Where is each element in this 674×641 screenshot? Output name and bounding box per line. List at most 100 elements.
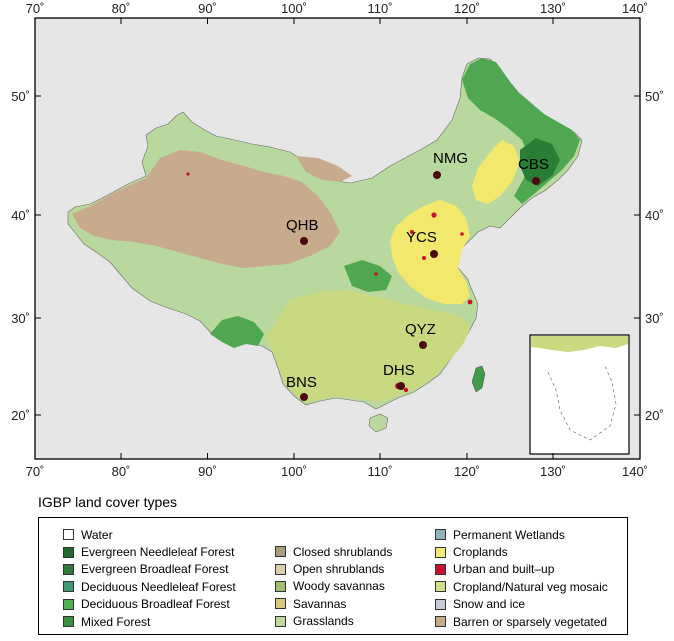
legend-label: Savannas <box>293 596 347 611</box>
legend-item: Evergreen Broadleaf Forest <box>63 561 236 578</box>
site-label-cbs: CBS <box>518 156 549 173</box>
x-tick-label: 90˚ <box>198 464 217 479</box>
southern-forest-region <box>266 290 470 402</box>
legend-swatch <box>63 563 74 575</box>
legend-swatch <box>435 563 446 575</box>
legend-swatch <box>435 581 446 593</box>
site-marker-cbs <box>532 177 540 185</box>
legend-item: Urban and built–up <box>435 561 608 578</box>
y-tick-label: 50˚ <box>11 89 30 104</box>
x-tick-label: 70˚ <box>26 1 45 16</box>
x-tick-label: 80˚ <box>112 464 131 479</box>
legend-swatch <box>435 529 446 541</box>
inset-coastline <box>531 336 628 352</box>
legend-item: Barren or sparsely vegetated <box>435 613 608 630</box>
x-tick-label: 80˚ <box>112 1 131 16</box>
site-marker-ycs <box>430 250 438 258</box>
legend-item: Permanent Wetlands <box>435 526 608 543</box>
inset-map-frame <box>529 334 630 455</box>
taiwan-island <box>471 365 486 393</box>
legend-item: Closed shrublands <box>275 543 392 560</box>
y-tick-labels-left: 20˚ 30˚ 40˚ 50˚ <box>11 89 30 423</box>
x-tick-label: 70˚ <box>26 464 45 479</box>
legend-item: Woody savannas <box>275 578 392 595</box>
site-label-bns: BNS <box>286 374 317 391</box>
x-tick-label: 120˚ <box>454 464 480 479</box>
forest-central <box>344 260 392 292</box>
x-tick-label: 130˚ <box>540 464 566 479</box>
legend-column-2: Closed shrublands Open shrublands Woody … <box>275 543 392 630</box>
y-tick-label: 40˚ <box>11 208 30 223</box>
legend-swatch <box>275 563 286 575</box>
y-axis-ticks <box>35 95 640 416</box>
legend-label: Permanent Wetlands <box>453 527 565 542</box>
x-tick-labels-bottom: 70˚ 80˚ 90˚ 100˚ 110˚ 120˚ 130˚ 140˚ <box>26 464 648 479</box>
legend-swatch <box>275 580 286 592</box>
legend-label: Evergreen Broadleaf Forest <box>81 562 229 577</box>
legend-label: Croplands <box>453 545 508 560</box>
x-tick-label: 110˚ <box>367 464 392 479</box>
legend-swatch <box>63 529 74 541</box>
legend-swatch <box>63 598 74 610</box>
site-marker-qyz <box>419 341 427 349</box>
legend-label: Deciduous Needleleaf Forest <box>81 579 236 594</box>
y-tick-label: 30˚ <box>11 311 30 326</box>
forest-southwest <box>210 316 264 348</box>
y-tick-label: 30˚ <box>645 311 664 326</box>
legend-label: Mixed Forest <box>81 614 151 629</box>
x-tick-label: 100˚ <box>281 1 307 16</box>
legend-label: Evergreen Needleleaf Forest <box>81 545 235 560</box>
y-tick-labels-right: 20˚ 30˚ 40˚ 50˚ <box>645 89 664 423</box>
site-marker-dhs <box>397 382 405 390</box>
legend-swatch <box>63 546 74 558</box>
legend-swatch <box>435 546 446 558</box>
legend-item: Deciduous Broadleaf Forest <box>63 596 236 613</box>
barren-region <box>72 150 340 268</box>
x-tick-label: 130˚ <box>540 1 566 16</box>
site-label-qhb: QHB <box>286 217 319 234</box>
legend-item: Deciduous Needleleaf Forest <box>63 578 236 595</box>
legend-label: Water <box>81 527 113 542</box>
legend-swatch <box>275 546 286 558</box>
site-marker-bns <box>300 393 308 401</box>
legend-swatch <box>275 598 286 610</box>
legend-item: Mixed Forest <box>63 613 236 630</box>
legend-item: Snow and ice <box>435 596 608 613</box>
croplands-northeast <box>472 140 520 204</box>
y-tick-label: 40˚ <box>645 208 664 223</box>
legend-item: Savannas <box>275 595 392 612</box>
site-markers: NMG CBS QHB YCS QYZ DHS BNS <box>286 150 549 401</box>
northeast-dark-forest <box>520 138 560 186</box>
legend-label: Snow and ice <box>453 597 526 612</box>
hainan-island <box>368 413 389 433</box>
legend-label: Open shrublands <box>293 562 385 577</box>
site-label-ycs: YCS <box>406 229 437 246</box>
legend-item: Evergreen Needleleaf Forest <box>63 543 236 560</box>
site-label-dhs: DHS <box>383 362 415 379</box>
barren-northeast-patch <box>296 156 352 182</box>
legend-swatch <box>435 616 446 628</box>
legend-label: Woody savannas <box>293 579 385 594</box>
site-label-nmg: NMG <box>433 150 468 167</box>
legend-label: Barren or sparsely vegetated <box>453 614 608 629</box>
x-tick-label: 100˚ <box>281 464 307 479</box>
legend-item: Grasslands <box>275 613 392 630</box>
x-axis-ticks <box>34 18 641 459</box>
x-tick-label: 140˚ <box>622 1 648 16</box>
x-tick-label: 110˚ <box>367 1 392 16</box>
legend-column-3: Permanent Wetlands Croplands Urban and b… <box>435 526 608 630</box>
legend-swatch <box>435 598 446 610</box>
site-marker-nmg <box>433 171 441 179</box>
y-tick-label: 50˚ <box>645 89 664 104</box>
y-tick-label: 20˚ <box>11 408 30 423</box>
site-label-qyz: QYZ <box>405 321 436 338</box>
legend-swatch <box>63 616 74 628</box>
legend: Water Evergreen Needleleaf Forest Evergr… <box>38 517 628 635</box>
legend-item: Croplands <box>435 543 608 560</box>
legend-label: Grasslands <box>293 614 354 629</box>
legend-swatch <box>275 615 286 627</box>
legend-title: IGBP land cover types <box>38 494 178 510</box>
x-tick-label: 140˚ <box>622 464 648 479</box>
x-tick-labels-top: 70˚ 80˚ 90˚ 100˚ 110˚ 120˚ 130˚ 140˚ <box>26 1 648 16</box>
